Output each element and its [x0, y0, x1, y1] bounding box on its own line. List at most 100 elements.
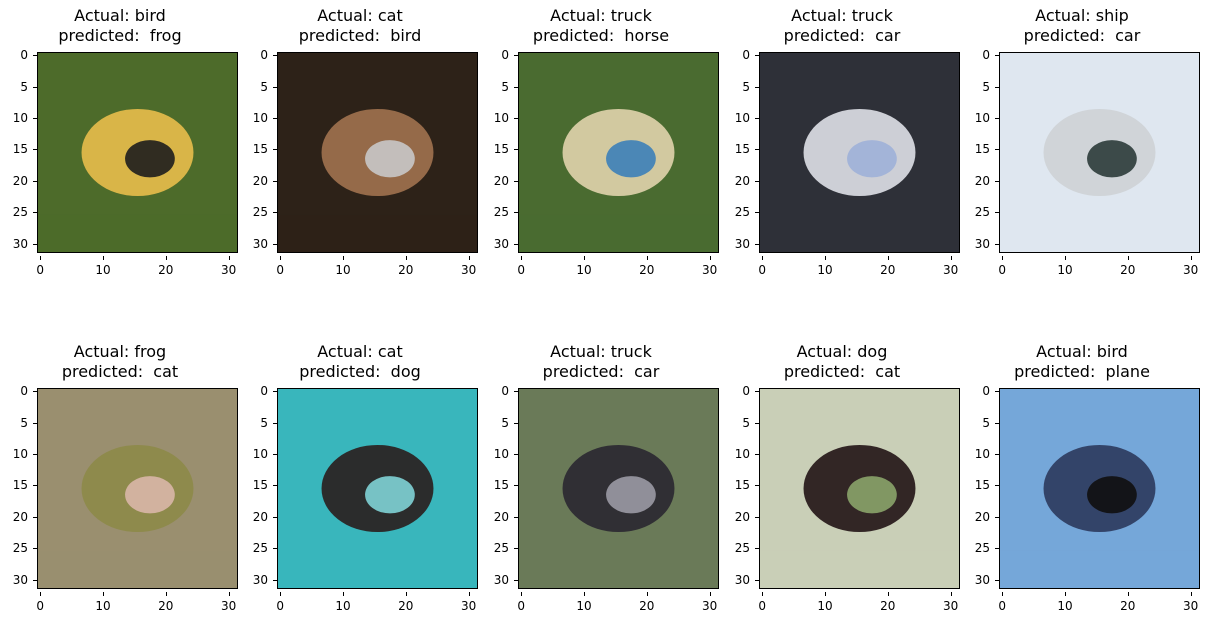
image-thumbnail — [278, 389, 477, 588]
x-tick-label: 20 — [632, 592, 662, 612]
y-tick-label: 10 — [962, 448, 999, 460]
y-tick-label: 10 — [722, 112, 759, 124]
y-tick-label: 25 — [0, 542, 37, 554]
y-tick-label: 25 — [481, 542, 518, 554]
subplot-1: Actual: bird predicted: frog 0 5 10 15 20 25 30 0… — [0, 0, 240, 290]
y-tick-label: 30 — [962, 238, 999, 250]
x-tick-label: 0 — [265, 592, 295, 612]
y-tick-label: 15 — [240, 143, 277, 155]
title-actual: Actual: cat — [317, 6, 403, 25]
image-thumbnail — [38, 389, 237, 588]
title-actual: Actual: truck — [791, 6, 893, 25]
x-tick-label: 10 — [569, 256, 599, 276]
title-predicted: predicted: bird — [298, 26, 422, 45]
x-tick-label: 20 — [391, 592, 421, 612]
y-tick-label: 25 — [722, 206, 759, 218]
x-tick-label: 20 — [1113, 256, 1143, 276]
title-actual: Actual: dog — [796, 342, 888, 361]
title-predicted: predicted: cat — [783, 362, 901, 381]
y-tick-label: 30 — [481, 238, 518, 250]
title-actual: Actual: truck — [550, 342, 652, 361]
y-tick-label: 0 — [240, 49, 277, 61]
y-tick-label: 30 — [0, 238, 37, 250]
x-tick-label: 20 — [1113, 592, 1143, 612]
y-tick-label: 30 — [481, 574, 518, 586]
y-tick-label: 10 — [481, 112, 518, 124]
subplot-6: Actual: frog predicted: cat 0 5 10 15 20 25 30 0 1… — [0, 336, 240, 626]
subplot-title: Actual: cat predicted: dog — [240, 342, 480, 382]
y-tick-label: 20 — [722, 511, 759, 523]
y-tick-label: 10 — [962, 112, 999, 124]
x-tick-label: 10 — [328, 592, 358, 612]
y-tick-label: 20 — [240, 511, 277, 523]
x-tick-label: 20 — [632, 256, 662, 276]
subplot-2: Actual: cat predicted: bird 0 5 10 15 20 25 30 0 1… — [240, 0, 480, 290]
y-tick-label: 0 — [481, 49, 518, 61]
y-tick-label: 10 — [0, 112, 37, 124]
y-tick-label: 25 — [240, 542, 277, 554]
title-predicted: predicted: frog — [58, 26, 182, 45]
title-actual: Actual: frog — [73, 342, 167, 361]
x-tick-label: 30 — [695, 256, 725, 276]
image-axes — [518, 388, 719, 589]
image-thumbnail — [519, 53, 718, 252]
y-tick-label: 5 — [240, 81, 277, 93]
y-tick-label: 25 — [962, 206, 999, 218]
y-tick-label: 30 — [722, 238, 759, 250]
y-tick-label: 20 — [962, 511, 999, 523]
y-tick-label: 15 — [240, 479, 277, 491]
subplot-9: Actual: dog predicted: cat 0 5 10 15 20 25 30 0 10… — [722, 336, 962, 626]
x-tick-label: 30 — [1176, 592, 1206, 612]
y-tick-label: 20 — [481, 175, 518, 187]
y-tick-label: 20 — [481, 511, 518, 523]
image-thumbnail — [760, 53, 959, 252]
image-axes — [999, 388, 1200, 589]
x-tick-label: 0 — [987, 256, 1017, 276]
x-tick-label: 20 — [873, 256, 903, 276]
x-tick-label: 20 — [873, 592, 903, 612]
y-tick-label: 5 — [240, 417, 277, 429]
y-tick-label: 25 — [240, 206, 277, 218]
y-tick-label: 0 — [722, 385, 759, 397]
y-tick-label: 15 — [722, 143, 759, 155]
title-actual: Actual: cat — [317, 342, 403, 361]
y-tick-label: 5 — [0, 81, 37, 93]
x-tick-label: 30 — [1176, 256, 1206, 276]
y-tick-label: 0 — [962, 49, 999, 61]
y-tick-label: 15 — [722, 479, 759, 491]
y-tick-label: 30 — [240, 574, 277, 586]
x-tick-label: 10 — [88, 592, 118, 612]
image-thumbnail — [519, 389, 718, 588]
subplot-4: Actual: truck predicted: car 0 5 10 15 20 25 30 0… — [722, 0, 962, 290]
subplot-title: Actual: frog predicted: cat — [0, 342, 240, 382]
title-actual: Actual: ship — [1035, 6, 1129, 25]
subplot-title: Actual: truck predicted: car — [481, 342, 721, 382]
title-predicted: predicted: car — [1023, 26, 1141, 45]
x-tick-label: 30 — [454, 592, 484, 612]
x-tick-label: 10 — [328, 256, 358, 276]
y-tick-label: 30 — [0, 574, 37, 586]
y-tick-label: 5 — [481, 81, 518, 93]
x-tick-label: 20 — [391, 256, 421, 276]
image-axes — [277, 388, 478, 589]
title-actual: Actual: bird — [1036, 342, 1128, 361]
y-tick-label: 0 — [0, 49, 37, 61]
image-axes — [759, 388, 960, 589]
image-axes — [37, 388, 238, 589]
x-tick-label: 10 — [810, 256, 840, 276]
x-tick-label: 10 — [1050, 592, 1080, 612]
x-tick-label: 0 — [506, 256, 536, 276]
title-predicted: predicted: car — [783, 26, 901, 45]
y-tick-label: 0 — [0, 385, 37, 397]
y-tick-label: 25 — [722, 542, 759, 554]
subplot-title: Actual: dog predicted: cat — [722, 342, 962, 382]
x-tick-label: 30 — [214, 592, 244, 612]
title-predicted: predicted: horse — [532, 26, 670, 45]
image-axes — [518, 52, 719, 253]
y-tick-label: 25 — [0, 206, 37, 218]
y-tick-label: 0 — [722, 49, 759, 61]
y-tick-label: 5 — [962, 417, 999, 429]
y-tick-label: 15 — [481, 143, 518, 155]
image-axes — [999, 52, 1200, 253]
y-tick-label: 5 — [722, 417, 759, 429]
